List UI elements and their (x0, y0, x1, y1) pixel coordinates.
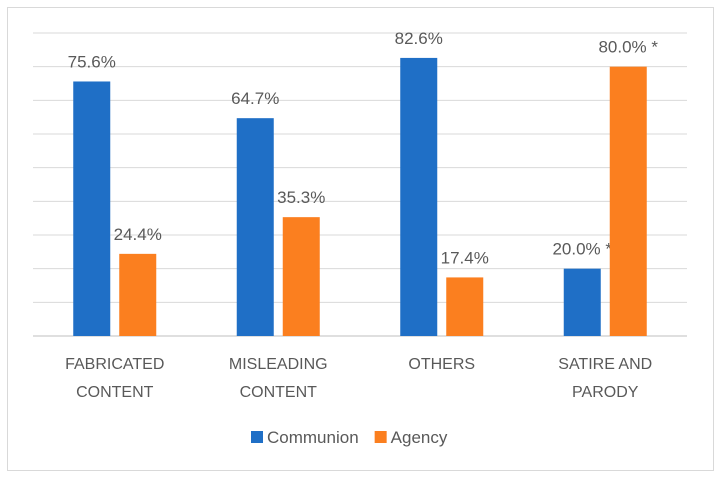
x-tick-label-1-0: MISLEADING (229, 356, 328, 373)
x-tick-label-0-1: CONTENT (76, 384, 154, 401)
bar-agency-2 (446, 277, 484, 336)
legend-swatch-agency (374, 431, 387, 443)
data-label-communion-0: 75.6% (68, 52, 116, 71)
data-label-communion-2: 82.6% (395, 29, 443, 48)
x-tick-label-3-0: SATIRE AND (558, 356, 652, 373)
legend-swatch-communion (251, 431, 263, 443)
x-tick-label-0-0: FABRICATED (65, 356, 164, 373)
bar-communion-2 (400, 57, 438, 337)
bar-agency-3 (609, 66, 647, 337)
bar-communion-3 (563, 268, 601, 336)
bar-communion-1 (236, 118, 274, 336)
data-label-agency-2: 17.4% (441, 248, 489, 267)
x-tick-label-3-1: PARODY (572, 384, 639, 401)
legend-label-agency: Agency (391, 428, 448, 447)
x-tick-label-2-0: OTHERS (408, 356, 475, 373)
data-label-communion-3: 20.0% * (552, 240, 612, 259)
legend-label-communion: Communion (267, 428, 359, 447)
x-tick-label-1-1: CONTENT (240, 384, 318, 401)
bar-communion-0 (73, 81, 111, 336)
data-label-agency-3: 80.0% * (598, 38, 658, 57)
data-label-agency-1: 35.3% (277, 188, 325, 207)
data-label-agency-0: 24.4% (114, 225, 162, 244)
bar-agency-0 (119, 253, 157, 336)
chart-frame (7, 7, 714, 471)
bar-agency-1 (282, 217, 320, 336)
data-label-communion-1: 64.7% (231, 89, 279, 108)
